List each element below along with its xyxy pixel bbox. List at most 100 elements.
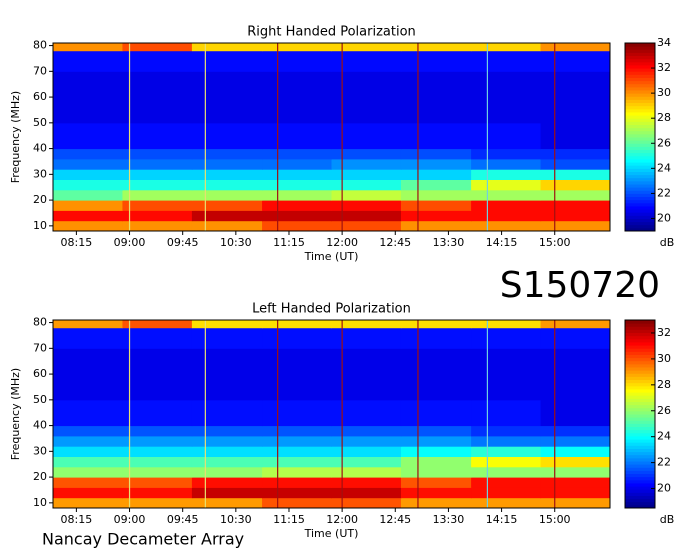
colorbar-step (625, 184, 655, 188)
colorbar-step (625, 80, 655, 85)
colorbar-frame (624, 319, 656, 509)
colorbar-step (625, 376, 655, 381)
heatmap-cell (331, 200, 402, 211)
heatmap-cell (400, 466, 472, 478)
heatmap-cell (191, 425, 263, 437)
colorbar-tick-label: 32 (657, 61, 671, 74)
colorbar-step (625, 464, 655, 468)
x-tick-label: 13:30 (433, 236, 465, 249)
plot-area (53, 43, 610, 231)
colorbar-step (625, 152, 655, 157)
colorbar-step (625, 121, 655, 125)
colorbar-step (625, 227, 655, 232)
colorbar-step (625, 373, 655, 377)
y-axis-label: Frequency (MHz) (9, 368, 22, 460)
colorbar-step (625, 417, 655, 421)
x-tick-label: 09:00 (114, 513, 146, 526)
colorbar-step (625, 205, 655, 210)
colorbar-step (625, 209, 655, 213)
heatmap-cell (262, 122, 332, 150)
heatmap-cell (262, 477, 332, 488)
heatmap-cell (53, 487, 123, 499)
colorbar-step (625, 398, 655, 402)
heatmap-cell (122, 497, 193, 508)
colorbar-step (625, 162, 655, 166)
heatmap-cell (53, 179, 123, 191)
heatmap-cell (53, 189, 123, 201)
heatmap-cell (540, 179, 610, 191)
colorbar-step (625, 171, 655, 176)
heatmap-cell (400, 210, 472, 222)
colorbar-tick-label: 30 (657, 352, 671, 365)
heatmap-cell (53, 399, 123, 427)
heatmap-cell (262, 210, 332, 222)
colorbar-step (625, 495, 655, 500)
colorbar-step (625, 215, 655, 219)
y-tick-label: 80 (33, 39, 47, 52)
heatmap-cell (122, 477, 193, 488)
heatmap-cell (471, 435, 542, 447)
colorbar-step (625, 407, 655, 412)
heatmap-cell (191, 487, 263, 499)
heatmap-cell (331, 497, 402, 508)
colorbar-step (625, 467, 655, 471)
x-tick-label: 09:00 (114, 236, 146, 249)
heatmap-cell (331, 327, 402, 349)
heatmap-cell (400, 200, 472, 211)
colorbar-step (625, 115, 655, 119)
y-tick-label: 40 (33, 142, 47, 155)
heatmap-cell (122, 122, 193, 150)
heatmap-cell (262, 43, 332, 52)
colorbar-step (625, 180, 655, 185)
heatmap-cell (471, 97, 542, 124)
colorbar-step (625, 414, 655, 418)
colorbar-step (625, 193, 655, 198)
colorbar-step (625, 146, 655, 151)
colorbar-step (625, 158, 655, 163)
colorbar-step (625, 64, 655, 69)
colorbar-step (625, 43, 655, 47)
heatmap-cell (122, 169, 193, 180)
colorbar-step (625, 332, 655, 337)
y-tick-label: 50 (33, 393, 47, 406)
heatmap-cell (262, 399, 332, 427)
observation-label: S150720 (500, 265, 660, 306)
heatmap-cell (191, 210, 263, 222)
heatmap-cell (191, 200, 263, 211)
y-tick-label: 20 (33, 193, 47, 206)
colorbar-step (625, 199, 655, 204)
heatmap-cell (262, 435, 332, 447)
colorbar-step (625, 432, 655, 437)
colorbar-step (625, 382, 655, 387)
colorbar-step (625, 221, 655, 226)
heatmap-cell (262, 466, 332, 478)
y-tick-label: 30 (33, 167, 47, 180)
colorbar-step (625, 404, 655, 409)
colorbar-tick-label: 22 (657, 186, 671, 199)
heatmap-cell (53, 43, 123, 52)
heatmap-cell (331, 348, 402, 375)
heatmap-cell (191, 497, 263, 508)
colorbar-step (625, 439, 655, 443)
colorbar-tick-label: 32 (657, 326, 671, 339)
heatmap-cell (122, 97, 193, 124)
x-tick-label: 14:15 (486, 236, 518, 249)
colorbar-step (625, 470, 655, 475)
colorbar-label: dB (660, 236, 675, 249)
heatmap-cell (53, 158, 123, 170)
heatmap-cell (122, 327, 193, 349)
heatmap-cell (191, 435, 263, 447)
colorbar-step (625, 93, 655, 97)
heatmap-cell (400, 148, 472, 160)
heatmap-cell (331, 210, 402, 222)
heatmap-cell (471, 425, 542, 437)
colorbar-step (625, 448, 655, 453)
colorbar-step (625, 86, 655, 91)
heatmap-cell (331, 122, 402, 150)
heatmap-cell (53, 327, 123, 349)
heatmap-cell (540, 435, 610, 447)
y-tick-label: 10 (33, 219, 47, 232)
heatmap-cell (191, 158, 263, 170)
heatmap-cell (400, 446, 472, 457)
